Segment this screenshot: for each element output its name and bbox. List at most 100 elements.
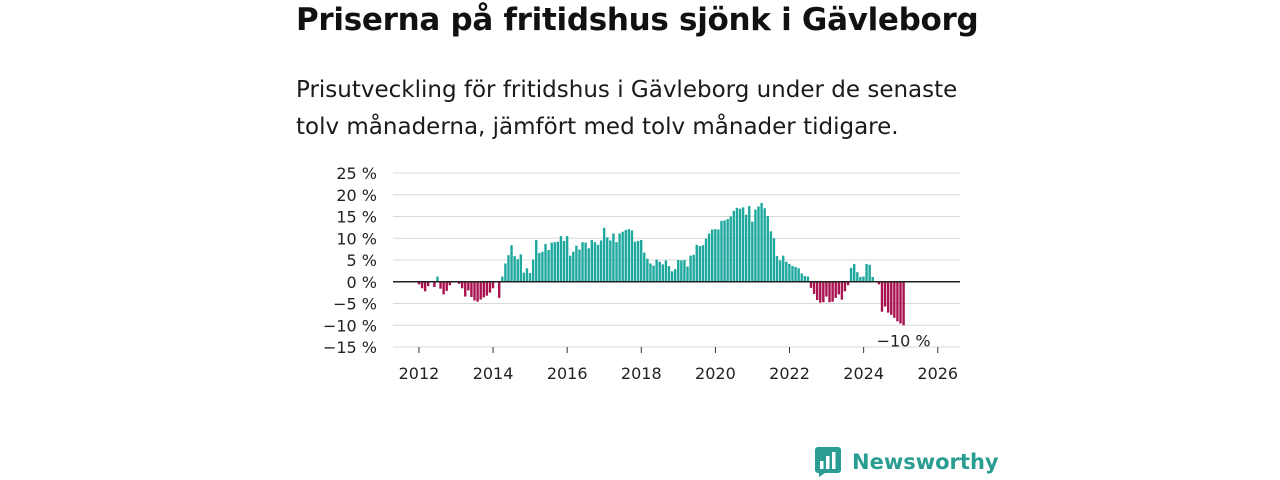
bar (825, 281, 828, 297)
bar (442, 281, 445, 295)
newsworthy-logo-icon (815, 447, 841, 477)
bar (507, 255, 510, 282)
bar (612, 233, 615, 282)
bar (575, 245, 578, 282)
bar (488, 281, 492, 293)
bar (726, 219, 729, 282)
bar (457, 281, 461, 284)
bar (853, 263, 856, 282)
bar (782, 255, 785, 282)
bar (880, 281, 884, 312)
bar (791, 266, 794, 282)
bar (893, 281, 896, 318)
bar (837, 281, 840, 295)
bar (673, 269, 677, 282)
bar (460, 281, 464, 289)
bar (849, 267, 853, 282)
bar (621, 231, 624, 282)
bar (510, 245, 513, 282)
bar (436, 276, 439, 282)
bar (819, 281, 822, 303)
bar (596, 244, 600, 282)
bar (831, 281, 834, 302)
bar (677, 260, 680, 282)
bar (504, 263, 507, 282)
y-tick-label: 0 % (347, 273, 377, 292)
bar (868, 264, 871, 282)
bar (670, 271, 674, 282)
bar (655, 259, 658, 282)
bar (683, 260, 686, 282)
bar (757, 206, 760, 282)
bar (769, 231, 773, 282)
bar (815, 281, 819, 301)
bar (664, 260, 668, 282)
bar (744, 214, 748, 282)
bar (445, 281, 448, 291)
bar (788, 263, 791, 282)
bar (417, 281, 421, 285)
bar (497, 281, 501, 298)
bar (618, 233, 621, 282)
bar (464, 281, 467, 297)
bar (578, 249, 581, 282)
bar (587, 248, 590, 282)
bar (704, 238, 708, 282)
y-tick-label: 20 % (336, 186, 377, 205)
bar (828, 281, 831, 303)
bar (624, 229, 627, 282)
bar (865, 263, 868, 282)
bar (806, 276, 810, 282)
bar (525, 268, 529, 282)
bar (689, 255, 692, 282)
bar (794, 266, 797, 282)
bar (729, 216, 732, 282)
bar (751, 221, 754, 282)
bar (778, 260, 782, 282)
bar (433, 281, 436, 287)
bar (547, 249, 550, 282)
last-value-annotation: −10 % (877, 331, 931, 350)
bar (643, 252, 646, 282)
brand-name: Newsworthy (852, 450, 999, 474)
bar (859, 276, 862, 282)
bar (877, 281, 881, 285)
bar (519, 254, 523, 282)
bar (840, 281, 844, 300)
bar (883, 281, 887, 307)
bar (732, 210, 736, 282)
bar (695, 244, 698, 282)
bar (535, 239, 538, 282)
bar (646, 258, 649, 282)
bar (862, 276, 865, 282)
bar (531, 259, 535, 282)
x-tick-label: 2022 (769, 364, 810, 383)
bar (470, 281, 473, 297)
bar (834, 281, 837, 298)
x-tick-label: 2018 (621, 364, 662, 383)
bar (766, 216, 769, 282)
bar (649, 263, 652, 282)
y-tick-label: −10 % (323, 316, 377, 335)
bar (890, 281, 893, 315)
bar (698, 246, 702, 282)
brand-logo: Newsworthy (814, 446, 999, 478)
bar (562, 240, 566, 282)
bar (763, 208, 766, 282)
bar (420, 281, 424, 289)
bar (803, 276, 807, 282)
bar (491, 281, 495, 289)
bar (741, 207, 745, 282)
bar (630, 230, 634, 282)
bar (735, 207, 739, 282)
bar (426, 281, 430, 287)
x-tick-label: 2016 (547, 364, 588, 383)
bar (550, 242, 553, 282)
bar (633, 241, 637, 282)
bar (516, 259, 519, 282)
x-tick-label: 2014 (473, 364, 514, 383)
bar (541, 251, 544, 282)
chart-subtitle: Prisutveckling för fritidshus i Gävlebor… (296, 77, 958, 140)
x-tick-label: 2012 (399, 364, 440, 383)
